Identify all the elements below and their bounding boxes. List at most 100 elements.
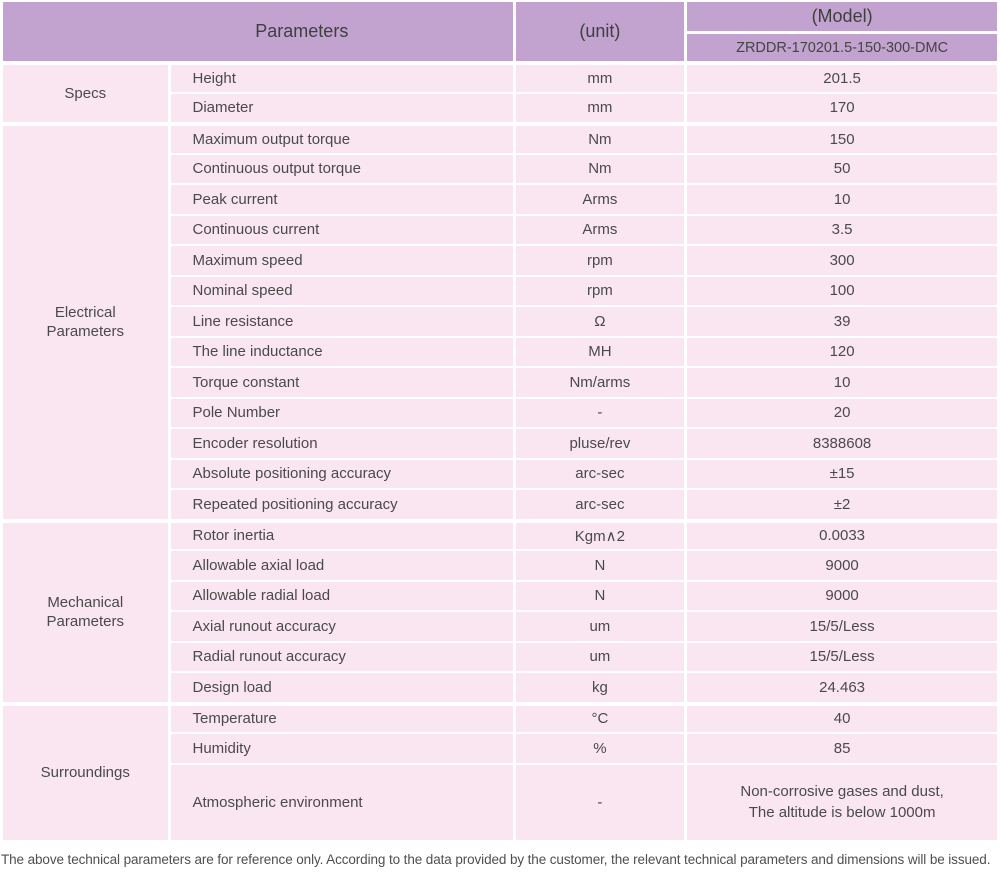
value-cell: 20 (687, 396, 997, 427)
unit-cell: N (515, 549, 685, 580)
col-header-model: (Model) (687, 2, 997, 31)
table-row: Axial runout accuracy um 15/5/Less (3, 610, 997, 641)
table-row: The line inductance MH 120 (3, 335, 997, 366)
param-cell: Allowable axial load (170, 549, 513, 580)
model-number: ZRDDR-170201.5-150-300-DMC (687, 31, 997, 61)
param-cell: Allowable radial load (170, 579, 513, 610)
param-cell: Maximum output torque (170, 122, 513, 153)
param-cell: Axial runout accuracy (170, 610, 513, 641)
param-cell: Absolute positioning accuracy (170, 457, 513, 488)
param-cell: Line resistance (170, 305, 513, 336)
table-row: Electrical Parameters Maximum output tor… (3, 122, 997, 519)
value-cell: 24.463 (687, 671, 997, 702)
spec-table: Parameters (unit) (Model) ZRDDR-170201.5… (0, 2, 1000, 840)
value-cell: 3.5 (687, 213, 997, 244)
param-cell: Temperature (170, 701, 513, 732)
value-cell: 0.0033 (687, 518, 997, 549)
unit-cell: °C (515, 701, 685, 732)
table-row: Surroundings Temperature °C 40 (3, 701, 997, 840)
unit-cell: N (515, 579, 685, 610)
value-cell: Non-corrosive gases and dust, The altitu… (687, 762, 997, 840)
table-row: Repeated positioning accuracy arc-sec ±2 (3, 488, 997, 519)
value-cell: 100 (687, 274, 997, 305)
unit-cell: Ω (515, 305, 685, 336)
unit-cell: um (515, 640, 685, 671)
param-cell: Height (170, 61, 513, 92)
param-cell: Atmospheric environment (170, 762, 513, 840)
param-cell: Rotor inertia (170, 518, 513, 549)
table-row: Specs Height mm 201.5 (3, 61, 997, 122)
table-row: Atmospheric environment - Non-corrosive … (3, 762, 997, 840)
unit-cell: - (515, 396, 685, 427)
table-row: Mechanical Parameters Rotor inertia Kgm∧… (3, 518, 997, 702)
value-cell: 85 (687, 732, 997, 763)
unit-cell: Nm (515, 152, 685, 183)
col-header-unit: (unit) (515, 2, 685, 61)
table-row: Peak current Arms 10 (3, 183, 997, 214)
table-row: Line resistance Ω 39 (3, 305, 997, 336)
param-cell: Design load (170, 671, 513, 702)
param-cell: The line inductance (170, 335, 513, 366)
unit-cell: arc-sec (515, 457, 685, 488)
param-cell: Humidity (170, 732, 513, 763)
value-cell: 9000 (687, 549, 997, 580)
footnote-text: The above technical parameters are for r… (1, 851, 991, 867)
unit-cell: - (515, 762, 685, 840)
section-label-mechanical: Mechanical Parameters (3, 518, 168, 702)
unit-cell: Nm/arms (515, 366, 685, 397)
unit-cell: Nm (515, 122, 685, 153)
unit-cell: pluse/rev (515, 427, 685, 458)
param-cell: Torque constant (170, 366, 513, 397)
table-row: Humidity % 85 (3, 732, 997, 763)
unit-cell: arc-sec (515, 488, 685, 519)
unit-cell: rpm (515, 274, 685, 305)
unit-cell: Arms (515, 213, 685, 244)
unit-cell: um (515, 610, 685, 641)
unit-cell: rpm (515, 244, 685, 275)
value-cell: 50 (687, 152, 997, 183)
unit-cell: mm (515, 61, 685, 92)
value-cell: 40 (687, 701, 997, 732)
param-cell: Repeated positioning accuracy (170, 488, 513, 519)
table-row: Pole Number - 20 (3, 396, 997, 427)
value-cell: 10 (687, 183, 997, 214)
table-row: Maximum speed rpm 300 (3, 244, 997, 275)
param-cell: Encoder resolution (170, 427, 513, 458)
table-row: Allowable axial load N 9000 (3, 549, 997, 580)
table-row: Torque constant Nm/arms 10 (3, 366, 997, 397)
value-cell: 9000 (687, 579, 997, 610)
section-label-surroundings: Surroundings (3, 701, 168, 840)
table-row: Design load kg 24.463 (3, 671, 997, 702)
value-cell: 201.5 (687, 61, 997, 92)
param-cell: Peak current (170, 183, 513, 214)
param-cell: Radial runout accuracy (170, 640, 513, 671)
value-cell: 120 (687, 335, 997, 366)
section-label-electrical: Electrical Parameters (3, 122, 168, 519)
param-cell: Nominal speed (170, 274, 513, 305)
table-header: Parameters (unit) (Model) ZRDDR-170201.5… (3, 2, 997, 61)
unit-cell: MH (515, 335, 685, 366)
table-row: Encoder resolution pluse/rev 8388608 (3, 427, 997, 458)
unit-cell: Kgm∧2 (515, 518, 685, 549)
value-cell: 8388608 (687, 427, 997, 458)
table-row: Allowable radial load N 9000 (3, 579, 997, 610)
table-row: Absolute positioning accuracy arc-sec ±1… (3, 457, 997, 488)
table-row: Radial runout accuracy um 15/5/Less (3, 640, 997, 671)
param-cell: Continuous current (170, 213, 513, 244)
section-label-specs: Specs (3, 61, 168, 122)
value-cell: 10 (687, 366, 997, 397)
param-cell: Maximum speed (170, 244, 513, 275)
value-cell: 300 (687, 244, 997, 275)
table-row: Diameter mm 170 (3, 91, 997, 122)
value-cell: 170 (687, 91, 997, 122)
table-row: Continuous output torque Nm 50 (3, 152, 997, 183)
value-cell: 150 (687, 122, 997, 153)
unit-cell: % (515, 732, 685, 763)
value-cell: 15/5/Less (687, 640, 997, 671)
unit-cell: mm (515, 91, 685, 122)
value-cell: ±2 (687, 488, 997, 519)
param-cell: Pole Number (170, 396, 513, 427)
table-row: Nominal speed rpm 100 (3, 274, 997, 305)
value-cell: 15/5/Less (687, 610, 997, 641)
